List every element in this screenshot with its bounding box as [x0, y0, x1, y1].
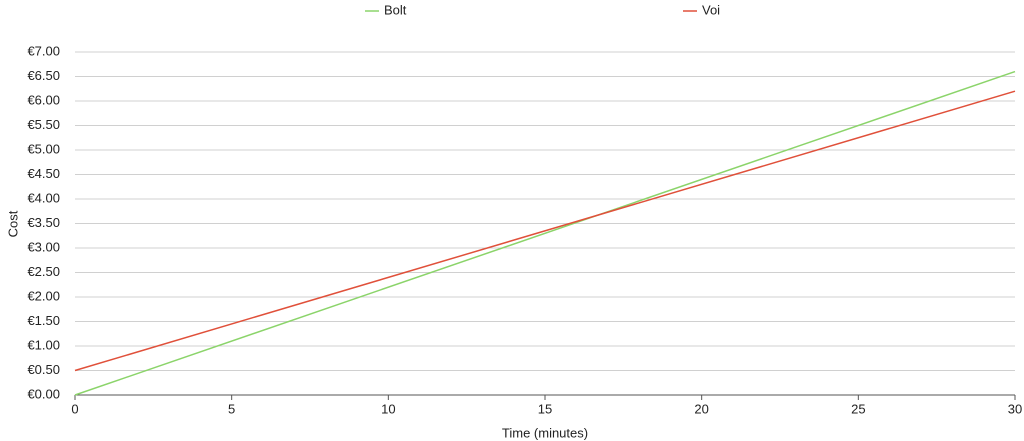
y-tick-label: €1.00	[27, 337, 60, 352]
y-tick-label: €0.00	[27, 386, 60, 401]
series-line	[74, 90, 1016, 372]
x-tick-label: 10	[381, 401, 395, 416]
legend-label: Voi	[702, 2, 720, 17]
x-tick-label: 20	[694, 401, 708, 416]
y-tick-label: €3.50	[27, 215, 60, 230]
x-axis-label: Time (minutes)	[502, 425, 588, 440]
x-tick-label: 0	[71, 401, 78, 416]
y-tick-label: €6.50	[27, 68, 60, 83]
series-line	[74, 70, 1016, 396]
y-axis-label: Cost	[5, 210, 20, 237]
y-tick-label: €0.50	[27, 362, 60, 377]
y-tick-label: €2.00	[27, 288, 60, 303]
y-tick-label: €7.00	[27, 43, 60, 58]
y-tick-label: €1.50	[27, 313, 60, 328]
x-tick-label: 15	[538, 401, 552, 416]
x-tick-label: 30	[1008, 401, 1022, 416]
y-tick-label: €3.00	[27, 239, 60, 254]
legend-label: Bolt	[384, 2, 407, 17]
x-tick-label: 5	[228, 401, 235, 416]
y-tick-label: €6.00	[27, 92, 60, 107]
y-tick-label: €4.00	[27, 190, 60, 205]
y-tick-label: €2.50	[27, 264, 60, 279]
y-tick-label: €4.50	[27, 166, 60, 181]
x-tick-label: 25	[851, 401, 865, 416]
y-tick-label: €5.50	[27, 117, 60, 132]
y-tick-label: €5.00	[27, 141, 60, 156]
